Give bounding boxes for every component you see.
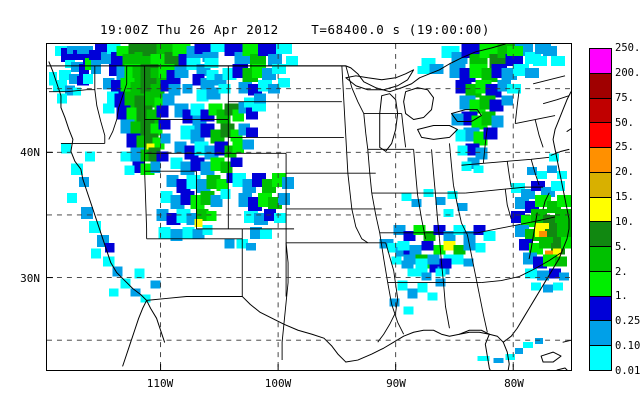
cape-cod <box>566 128 571 132</box>
colorbar-band-3 <box>590 123 611 149</box>
baja-gulf-side <box>146 299 166 343</box>
lake-erie <box>417 125 458 140</box>
precip-southwest <box>60 143 161 303</box>
colorbar <box>589 48 612 371</box>
colorbar-tick-001: 0.01 <box>615 365 640 377</box>
x-axis-label-110w: 110W <box>146 377 174 390</box>
lat-lon-grid <box>47 44 571 370</box>
precip-ohio-valley <box>393 189 496 281</box>
colorbar-band-12 <box>590 346 611 370</box>
colorbar-tick-250: 250. <box>615 42 640 54</box>
colorbar-band-2 <box>590 98 611 124</box>
colorbar-tick-010: 0.10 <box>615 340 640 353</box>
lake-superior <box>345 69 415 91</box>
lake-huron <box>403 87 435 121</box>
figure-title: 19:00Z Thu 26 Apr 2012 T=68400.0 s (19:0… <box>99 22 491 37</box>
precip-carolinas <box>511 153 571 293</box>
bahamas-c <box>556 367 568 370</box>
map-canvas <box>47 44 571 370</box>
x-axis-label-80w: 80W <box>504 377 524 390</box>
colorbar-band-9 <box>590 271 611 297</box>
delaware-bay <box>542 192 550 210</box>
axis-ticks <box>47 151 514 370</box>
y-axis-label-40n: 40N <box>20 146 40 159</box>
colorbar-tick-025: 0.25 <box>615 315 640 328</box>
florida-peninsula <box>484 333 510 370</box>
atlantic-coast <box>502 198 570 343</box>
colorbar-tick-25: 25. <box>615 141 634 154</box>
baja-california <box>122 299 148 367</box>
florida-panhandle <box>458 329 490 335</box>
precip-great-basin <box>156 57 267 241</box>
pacific-coast <box>48 61 148 301</box>
precip-northern-plains <box>224 44 299 108</box>
colorbar-tick-15: 15. <box>615 191 634 204</box>
x-axis-label-90w: 90W <box>386 377 406 390</box>
long-island <box>550 148 570 156</box>
colorbar-band-5 <box>590 172 611 198</box>
canada-border <box>47 44 506 93</box>
lake-ontario <box>450 109 482 123</box>
state-boundaries <box>48 65 570 361</box>
colorbar-tick-200: 200. <box>615 66 640 79</box>
colorbar-tick-10: 10. <box>615 215 634 228</box>
bahamas-a <box>540 351 562 363</box>
colorbar-band-8 <box>590 247 611 272</box>
colorbar-band-4 <box>590 148 611 173</box>
colorbar-tick-1: 1. <box>615 290 628 303</box>
colorbar-tick-5: 5. <box>615 240 628 253</box>
colorbar-band-11 <box>590 321 611 347</box>
colorbar-band-0 <box>590 49 611 74</box>
colorbar-tick-75: 75. <box>615 91 634 104</box>
colorbar-band-7 <box>590 222 611 248</box>
mexico-border <box>146 295 347 363</box>
colorbar-tick-20: 20. <box>615 166 634 179</box>
y-axis-label-30n: 30N <box>20 272 40 285</box>
gulf-coast <box>345 329 490 363</box>
colorbar-tick-50: 50. <box>615 116 634 129</box>
precip-gulf <box>477 338 544 364</box>
colorbar-tick-2: 2. <box>615 265 628 278</box>
map-plot-area <box>46 43 572 371</box>
northeast-coast <box>552 91 571 200</box>
map-geography <box>47 44 571 370</box>
colorbar-band-6 <box>590 197 611 223</box>
precip-pacific-northwest <box>48 45 101 104</box>
x-axis-label-100w: 100W <box>264 377 292 390</box>
lake-michigan <box>379 93 399 152</box>
colorbar-band-1 <box>590 73 611 99</box>
precipitation-field <box>48 44 571 364</box>
precip-northern-rockies <box>94 44 225 176</box>
precip-northeast <box>417 44 566 174</box>
colorbar-band-10 <box>590 296 611 322</box>
